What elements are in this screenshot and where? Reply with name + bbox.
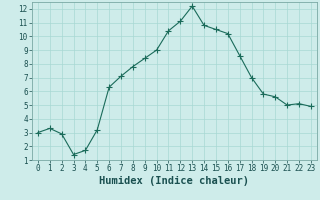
X-axis label: Humidex (Indice chaleur): Humidex (Indice chaleur) xyxy=(100,176,249,186)
